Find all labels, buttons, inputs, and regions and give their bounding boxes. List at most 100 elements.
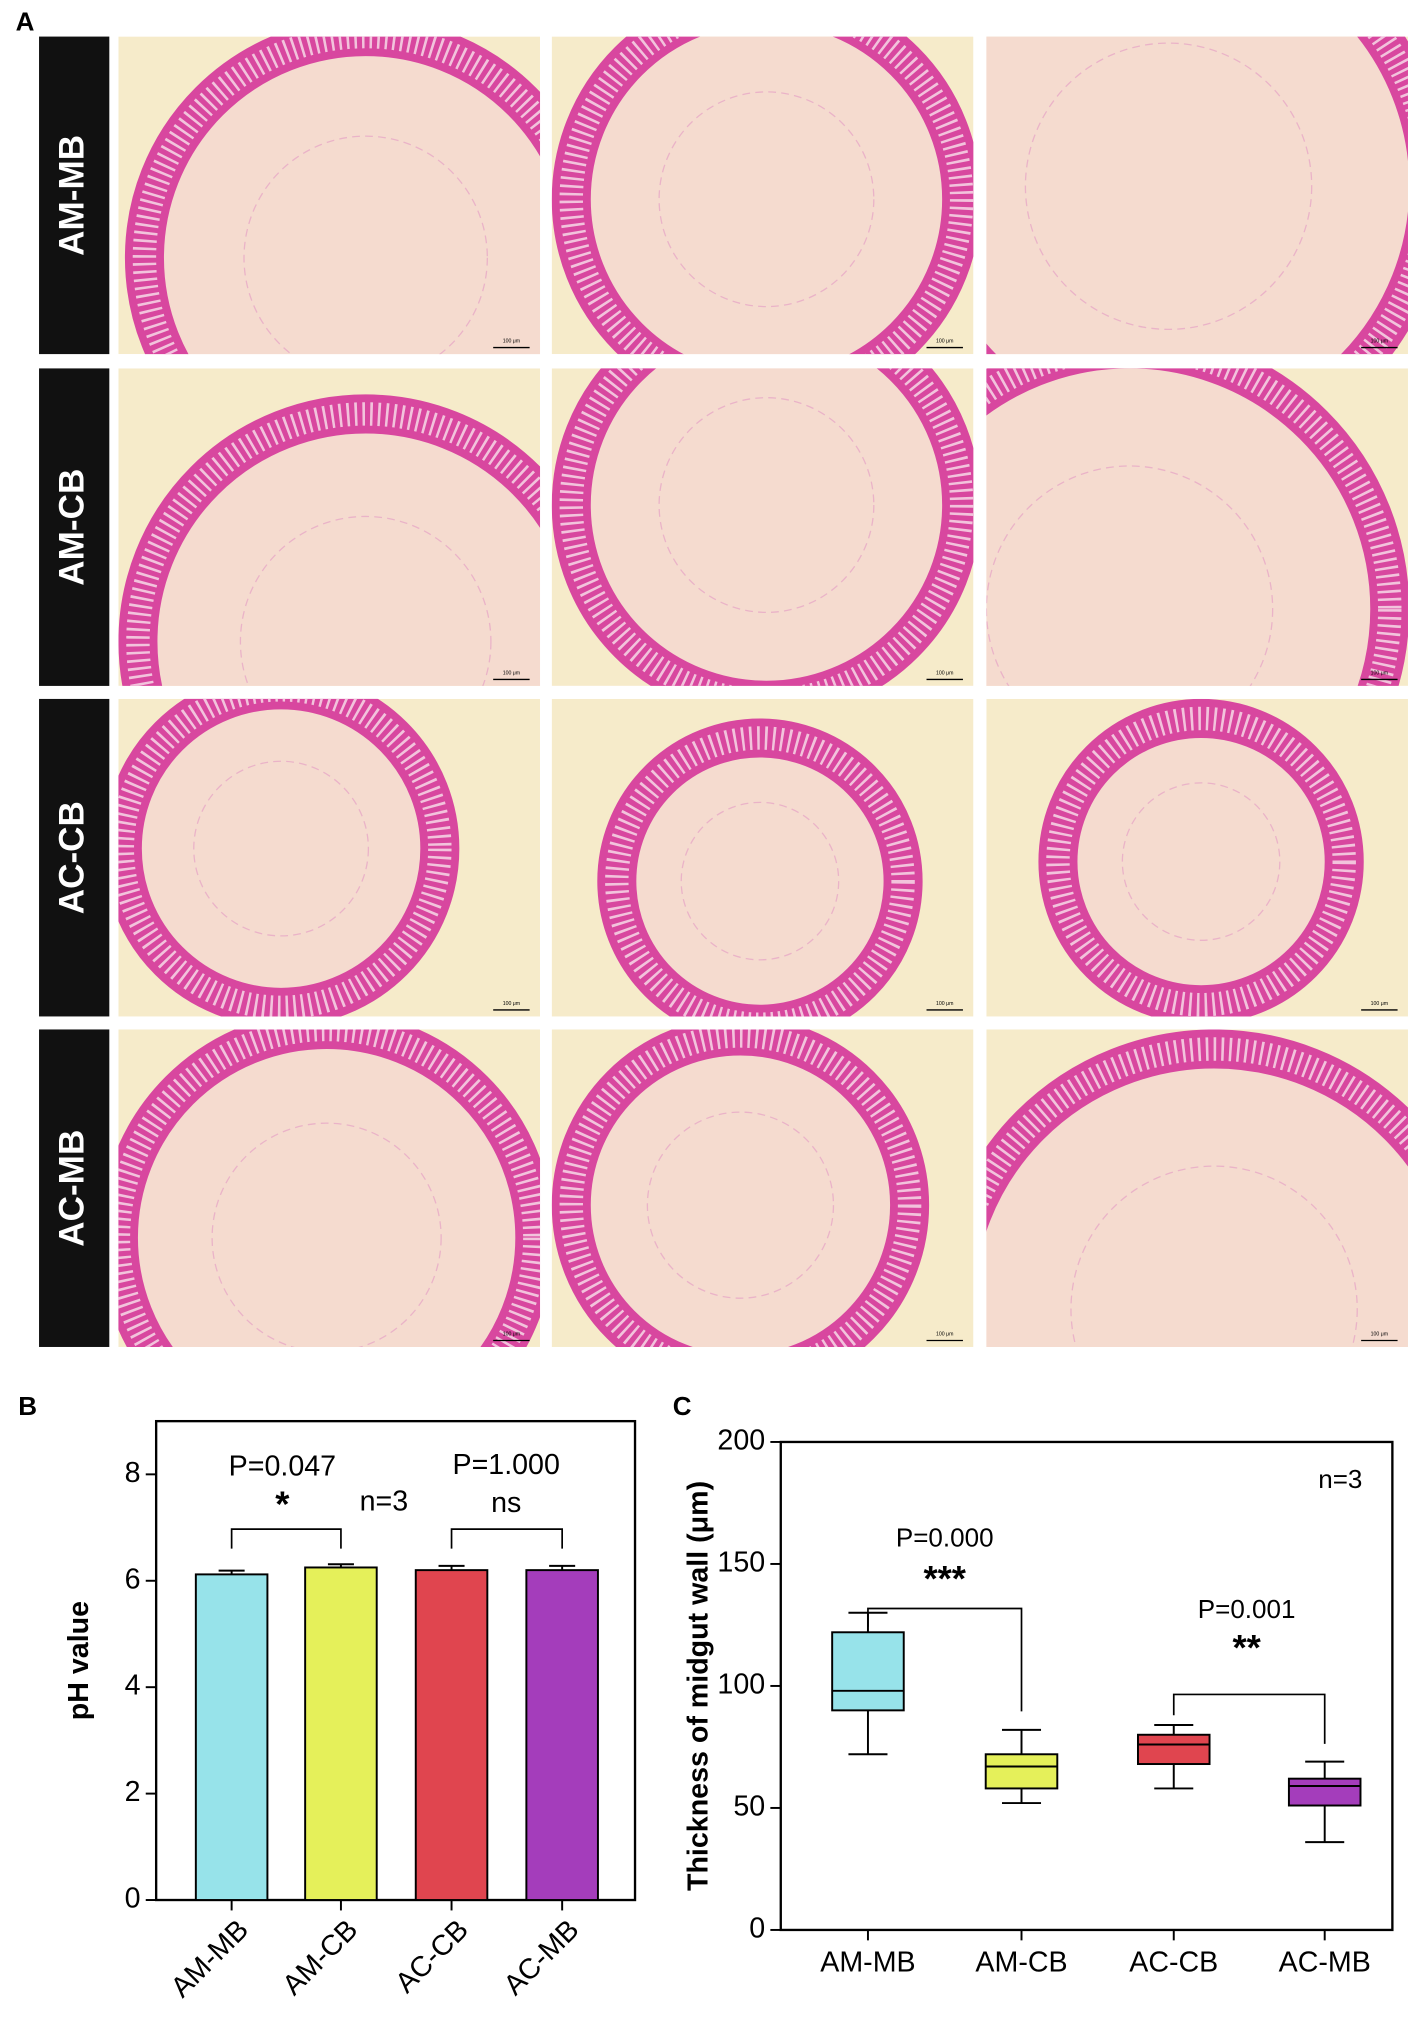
lumen-texture: [1121, 782, 1281, 941]
lumen: [140, 708, 422, 990]
epithelium-texture: [559, 1029, 922, 1347]
whisker: [1001, 1728, 1042, 1755]
bar: [414, 1569, 489, 1901]
row-label-box: [39, 698, 110, 1017]
row-label: AM-MB: [52, 135, 91, 256]
epithelium: [118, 394, 541, 686]
epithelium-texture: [118, 1029, 541, 1347]
histology-image: 100 μm: [551, 36, 974, 355]
epithelium-texture: [1046, 706, 1356, 1017]
lumen: [162, 54, 541, 355]
lumen: [1076, 736, 1327, 987]
lumen: [589, 36, 944, 355]
row-label: AC-CB: [52, 801, 91, 914]
box: [1287, 1777, 1362, 1807]
epithelium-texture: [605, 726, 915, 1017]
plot-frame: [154, 1419, 637, 1902]
x-tick-label: AM-CB: [975, 1946, 1067, 1978]
error-bar: [327, 1563, 354, 1568]
lumen-texture: [211, 1122, 442, 1347]
row-label: AC-MB: [52, 1130, 91, 1247]
lumen-texture: [986, 465, 1274, 686]
epithelium: [124, 36, 541, 355]
x-tick-label: AC-CB: [1129, 1946, 1218, 1978]
error-bar: [549, 1564, 576, 1571]
y-tick-label: 150: [717, 1547, 765, 1579]
y-tick-label: 50: [733, 1791, 765, 1823]
histology-image: 100 μm: [986, 1029, 1408, 1347]
row-label-box: [39, 1029, 110, 1347]
annotation: P=0.047: [229, 1451, 336, 1483]
lumen-texture: [658, 397, 875, 614]
lumen-texture: [239, 515, 492, 686]
annotation: P=1.000: [453, 1449, 560, 1481]
error-bar: [218, 1569, 245, 1575]
lumen: [156, 432, 541, 686]
scale-bar-label: 100 μm: [1371, 670, 1388, 676]
histology-image: 100 μm: [551, 368, 974, 686]
significance-bracket: [230, 1528, 342, 1549]
panel-label: A: [16, 6, 35, 36]
row-label-box: [39, 36, 110, 355]
panel-label: B: [18, 1391, 37, 1421]
scale-bar-label: 100 μm: [503, 1331, 520, 1337]
scale-bar-label: 100 μm: [503, 338, 520, 344]
histology-image: 100 μm: [986, 698, 1408, 1017]
row-label: AM-CB: [52, 469, 91, 586]
lumen-texture: [1070, 1165, 1358, 1347]
histology-image: 100 μm: [551, 698, 974, 1017]
whisker: [1154, 1764, 1194, 1790]
scale-bar-label: 100 μm: [936, 1001, 953, 1007]
y-tick-label: 0: [125, 1883, 141, 1915]
lumen: [635, 756, 885, 1007]
lumen: [986, 1067, 1408, 1347]
whisker: [1001, 1788, 1042, 1805]
histology-image: 100 μm: [118, 1029, 541, 1347]
whisker: [1305, 1805, 1345, 1844]
scale-bar-label: 100 μm: [503, 1001, 520, 1007]
y-tick-label: 8: [125, 1457, 141, 1489]
lumen: [589, 368, 944, 682]
lumen: [986, 36, 1408, 355]
epithelium-texture: [118, 698, 452, 1017]
y-tick-label: 4: [125, 1670, 141, 1702]
scale-bar-label: 100 μm: [936, 338, 953, 344]
annotation: P=0.001: [1198, 1594, 1296, 1624]
scale-bar-label: 100 μm: [936, 1331, 953, 1337]
histology-image: 100 μm: [986, 36, 1408, 355]
row-label-box: [39, 368, 110, 686]
whisker: [1154, 1724, 1194, 1735]
scale-bar-label: 100 μm: [936, 670, 953, 676]
histology-image: 100 μm: [986, 368, 1408, 686]
box: [984, 1753, 1059, 1790]
histology-image: 100 μm: [118, 698, 541, 1017]
annotation: ns: [491, 1487, 521, 1519]
lumen: [136, 1047, 517, 1347]
error-bar: [438, 1564, 465, 1571]
bar: [194, 1573, 269, 1901]
y-tick-label: 200: [717, 1425, 765, 1457]
box: [831, 1631, 905, 1712]
y-tick-label: 2: [125, 1776, 141, 1808]
x-tick-label: AM-MB: [820, 1946, 915, 1978]
annotation: n=3: [360, 1486, 409, 1518]
y-tick-label: 6: [125, 1563, 141, 1595]
annotation: **: [1232, 1627, 1261, 1668]
epithelium-texture: [559, 36, 974, 355]
annotation: n=3: [1318, 1464, 1362, 1494]
bar: [525, 1569, 599, 1901]
lumen-texture: [646, 1111, 835, 1299]
significance-bracket: [867, 1607, 1023, 1712]
whisker: [848, 1710, 888, 1756]
whisker: [1305, 1760, 1345, 1779]
scale-bar-label: 100 μm: [503, 670, 520, 676]
epithelium-texture: [986, 368, 1402, 686]
annotation: *: [275, 1484, 290, 1525]
significance-bracket: [1172, 1693, 1326, 1744]
lumen-texture: [680, 801, 840, 961]
bar: [304, 1566, 378, 1901]
y-axis-label: Thickness of midgut wall (μm): [683, 1481, 715, 1891]
lumen-texture: [1024, 42, 1313, 331]
